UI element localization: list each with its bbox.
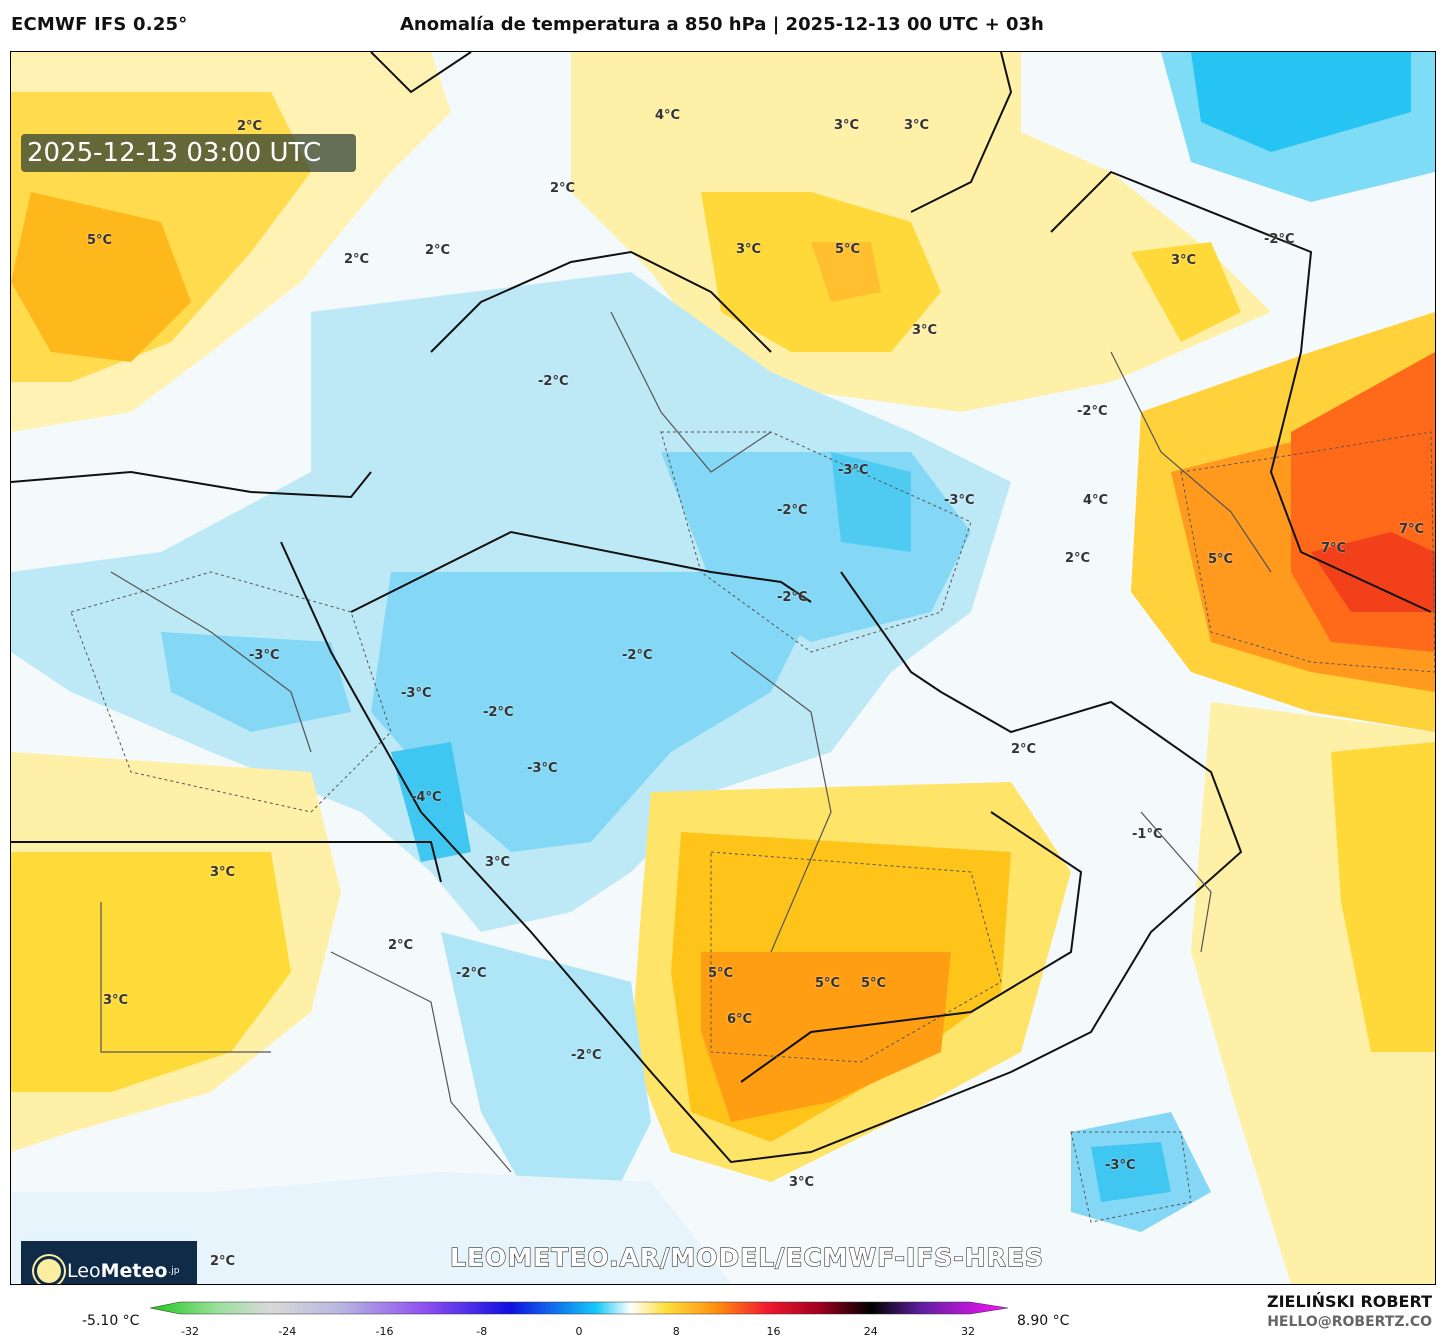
colorbar-tick: -32 xyxy=(181,1325,199,1338)
contour-label: -2°C xyxy=(777,503,808,518)
contour-label: 3°C xyxy=(736,242,762,257)
contour-label: 4°C xyxy=(1083,493,1109,508)
contour-label: 5°C xyxy=(87,233,113,248)
colorbar-tick: 8 xyxy=(672,1325,680,1338)
leometeo-logo[interactable]: LeoMeteo .jp xyxy=(21,1241,197,1284)
contour-label: 5°C xyxy=(815,976,841,991)
contour-label: -2°C xyxy=(571,1048,602,1063)
colorbar-tick: 16 xyxy=(766,1325,781,1338)
contour-label: 3°C xyxy=(904,118,930,133)
colorbar-tick: -24 xyxy=(278,1325,297,1338)
contour-label: 2°C xyxy=(425,243,451,258)
contour-label: 2°C xyxy=(210,1254,236,1269)
temperature-anomaly-map: 2025-12-13 03:00 UTC 2°C 4°C 3°C 3°C 2°C 5°C 2… xyxy=(10,51,1436,1285)
author-email[interactable]: HELLO@ROBERTZ.CO xyxy=(1267,1314,1432,1330)
contour-label: 3°C xyxy=(1171,253,1197,268)
contour-label: -1°C xyxy=(1132,827,1163,842)
contour-label: -2°C xyxy=(622,648,653,663)
contour-label: 2°C xyxy=(1011,742,1037,757)
contour-label: -2°C xyxy=(538,374,569,389)
colorbar-tick: -8 xyxy=(476,1325,488,1338)
colorbar-gradient xyxy=(149,1301,1009,1315)
contour-label: -3°C xyxy=(1105,1158,1136,1173)
contour-label: 5°C xyxy=(708,966,734,981)
contour-label: 2°C xyxy=(1065,551,1091,566)
contour-label: 2°C xyxy=(237,119,263,134)
colorbar-tick: 24 xyxy=(863,1325,878,1338)
contour-label: 3°C xyxy=(103,993,129,1008)
colorbar-min-label: -5.10 °C xyxy=(82,1313,140,1329)
contour-label: -2°C xyxy=(1077,404,1108,419)
map-field xyxy=(11,52,1435,1284)
contour-label: 4°C xyxy=(655,108,681,123)
colorbar-tick: 0 xyxy=(575,1325,583,1338)
contour-label: -3°C xyxy=(944,493,975,508)
contour-label: -3°C xyxy=(527,761,558,776)
contour-label: 5°C xyxy=(1208,552,1234,567)
contour-label: 3°C xyxy=(485,855,511,870)
contour-label: 7°C xyxy=(1321,541,1347,556)
source-url-watermark: LEOMETEO.AR/MODEL/ECMWF-IFS-HRES xyxy=(449,1242,1044,1272)
logo-text: LeoMeteo xyxy=(67,1260,168,1282)
contour-label: -3°C xyxy=(838,463,869,478)
contour-label: 5°C xyxy=(835,242,861,257)
logo-suffix: .jp xyxy=(168,1266,180,1276)
contour-label: -2°C xyxy=(456,966,487,981)
colorbar-max-label: 8.90 °C xyxy=(1017,1313,1070,1329)
contour-label: 3°C xyxy=(789,1175,815,1190)
sun-icon xyxy=(37,1259,61,1283)
contour-label: 6°C xyxy=(727,1012,753,1027)
colorbar-tick: 32 xyxy=(961,1325,975,1338)
contour-label: -2°C xyxy=(483,705,514,720)
contour-label: 2°C xyxy=(388,938,414,953)
contour-label: 2°C xyxy=(550,181,576,196)
contour-label: -2°C xyxy=(1264,232,1295,247)
contour-label: -2°C xyxy=(777,590,808,605)
author-name: ZIELIŃSKI ROBERT xyxy=(1266,1292,1432,1311)
colorbar-tick: -16 xyxy=(375,1325,394,1338)
contour-label: -4°C xyxy=(411,790,442,805)
contour-label: 7°C xyxy=(1399,522,1425,537)
contour-label: -3°C xyxy=(249,648,280,663)
contour-label: 3°C xyxy=(210,865,236,880)
contour-label: 3°C xyxy=(912,323,938,338)
colorbar xyxy=(149,1300,1010,1340)
model-title: ECMWF IFS 0.25° xyxy=(11,14,188,35)
contour-label: 3°C xyxy=(834,118,860,133)
contour-label: 5°C xyxy=(861,976,887,991)
contour-label: -3°C xyxy=(401,686,432,701)
map-title: Anomalía de temperatura a 850 hPa | 2025… xyxy=(400,14,1044,35)
contour-label: 2°C xyxy=(344,252,370,267)
valid-time-badge: 2025-12-13 03:00 UTC xyxy=(21,134,356,172)
